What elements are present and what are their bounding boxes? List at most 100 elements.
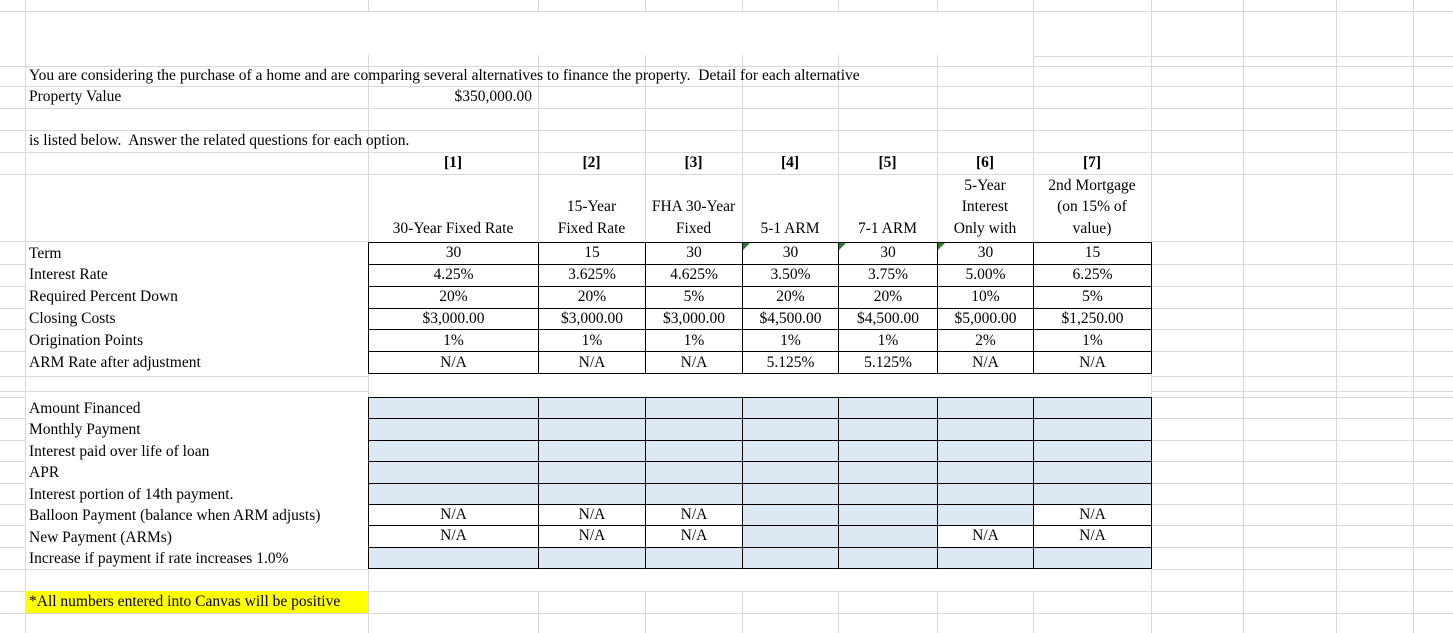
spec-cell-value: 1%: [1082, 331, 1103, 349]
spec-cell: 1%: [369, 330, 539, 353]
spec-cell: 4.625%: [646, 264, 743, 287]
answer-input-cell[interactable]: [743, 398, 839, 420]
spec-cell-value: $3,000.00: [561, 309, 623, 327]
gridline: [1151, 351, 1453, 352]
spec-cell: $4,500.00: [839, 308, 938, 331]
option-number: [3]: [684, 154, 703, 171]
answer-input-cell[interactable]: [646, 547, 743, 569]
answer-input-cell[interactable]: [839, 440, 938, 463]
spec-cell-value: $4,500.00: [857, 309, 919, 327]
answer-input-cell[interactable]: [1034, 419, 1152, 441]
answer-input-cell[interactable]: [743, 440, 839, 463]
gridline: [0, 174, 1453, 175]
answer-input-cell[interactable]: [1034, 462, 1152, 484]
answer-input-cell[interactable]: [646, 483, 743, 505]
answer-input-cell[interactable]: [839, 547, 938, 569]
answer-input-cell[interactable]: [646, 398, 743, 420]
gridline: [1151, 504, 1453, 505]
spec-cell: 15: [1034, 243, 1152, 265]
answer-input-cell[interactable]: [369, 483, 539, 505]
answer-input-cell[interactable]: [938, 398, 1034, 420]
answer-input-cell[interactable]: [938, 483, 1034, 505]
spec-cell-value: $4,500.00: [759, 309, 822, 327]
spec-cell: 20%: [839, 286, 938, 309]
gridline: [1033, 56, 1453, 57]
spec-cell-value: 10%: [971, 288, 1000, 306]
gridline: [0, 483, 25, 484]
answer-na-cell: N/A: [1034, 504, 1152, 527]
answer-input-cell[interactable]: [539, 462, 646, 484]
gridline: [0, 152, 1453, 153]
answer-input-cell[interactable]: [743, 547, 839, 569]
spec-cell-value: 5.00%: [965, 266, 1006, 284]
answer-input-cell[interactable]: [743, 483, 839, 505]
answer-input-cell[interactable]: [539, 483, 646, 505]
answer-input-cell[interactable]: [539, 547, 646, 569]
answer-input-cell[interactable]: [646, 419, 743, 441]
answer-input-cell[interactable]: [743, 419, 839, 441]
error-indicator-icon: [743, 243, 750, 250]
spec-cell-value: 3.625%: [568, 266, 616, 284]
spec-cell: N/A: [369, 352, 539, 374]
property-value-cell[interactable]: $350,000.00: [454, 88, 533, 105]
answer-input-cell[interactable]: [938, 462, 1034, 484]
spec-cell: 30: [938, 243, 1034, 265]
answer-input-cell[interactable]: [539, 440, 646, 463]
answer-input-cell[interactable]: [369, 419, 539, 441]
answers-table: N/A N/A N/A N/A N/A N/A N/A N/A N/A: [368, 397, 1152, 569]
answer-input-cell[interactable]: [839, 398, 938, 420]
spec-cell: 15: [539, 243, 646, 265]
answer-input-cell[interactable]: [743, 462, 839, 484]
answer-input-cell[interactable]: [938, 547, 1034, 569]
answer-input-cell[interactable]: [1034, 547, 1152, 569]
spec-cell: 5%: [646, 286, 743, 309]
spec-cell-value: 2%: [975, 331, 996, 349]
option-number: [1]: [443, 154, 463, 171]
spec-cell: $3,000.00: [646, 308, 743, 331]
gridline: [0, 547, 25, 548]
answer-input-cell[interactable]: [938, 419, 1034, 441]
spec-cell: N/A: [539, 352, 646, 374]
answer-input-cell[interactable]: [743, 504, 839, 527]
option-title: 5-Year Interest Only with: [953, 177, 1017, 237]
answer-input-cell[interactable]: [839, 462, 938, 484]
answer-input-cell[interactable]: [839, 504, 938, 527]
answer-input-cell[interactable]: [539, 419, 646, 441]
gridline: [1151, 569, 1453, 570]
answer-na-cell: N/A: [1034, 526, 1152, 548]
answer-input-cell[interactable]: [1034, 440, 1152, 463]
answer-input-cell[interactable]: [839, 483, 938, 505]
gridline: [1243, 0, 1244, 633]
spec-cell-value: 30: [782, 244, 799, 262]
answer-input-cell[interactable]: [646, 440, 743, 463]
note-text: *All numbers entered into Canvas will be…: [29, 593, 341, 610]
answer-input-cell[interactable]: [369, 398, 539, 420]
answer-input-cell[interactable]: [839, 419, 938, 441]
answer-input-cell[interactable]: [1034, 398, 1152, 420]
spec-cell-value: 6.25%: [1072, 266, 1113, 284]
answer-input-cell[interactable]: [369, 547, 539, 569]
answer-input-cell[interactable]: [646, 462, 743, 484]
gridline: [1336, 0, 1337, 633]
error-indicator-icon: [839, 243, 846, 250]
spec-cell-value: 4.625%: [670, 266, 718, 284]
gridline: [0, 308, 25, 309]
answer-input-cell[interactable]: [743, 526, 839, 548]
spec-cell-value: $1,250.00: [1061, 309, 1124, 327]
spec-cell-value: 3.75%: [867, 266, 909, 284]
answer-input-cell[interactable]: [938, 504, 1034, 527]
answer-input-cell[interactable]: [938, 440, 1034, 463]
gridline: [0, 418, 25, 419]
spec-cell: 1%: [743, 330, 839, 353]
answer-input-cell[interactable]: [1034, 483, 1152, 505]
spec-row-label: ARM Rate after adjustment: [29, 353, 201, 371]
gridline: [1151, 461, 1453, 462]
spec-row-label: Origination Points: [29, 331, 144, 349]
spec-cell-value: $3,000.00: [422, 309, 485, 327]
answer-input-cell[interactable]: [369, 462, 539, 484]
spec-cell: 1%: [646, 330, 743, 353]
answer-input-cell[interactable]: [539, 398, 646, 420]
answer-input-cell[interactable]: [839, 526, 938, 548]
answer-input-cell[interactable]: [369, 440, 539, 463]
